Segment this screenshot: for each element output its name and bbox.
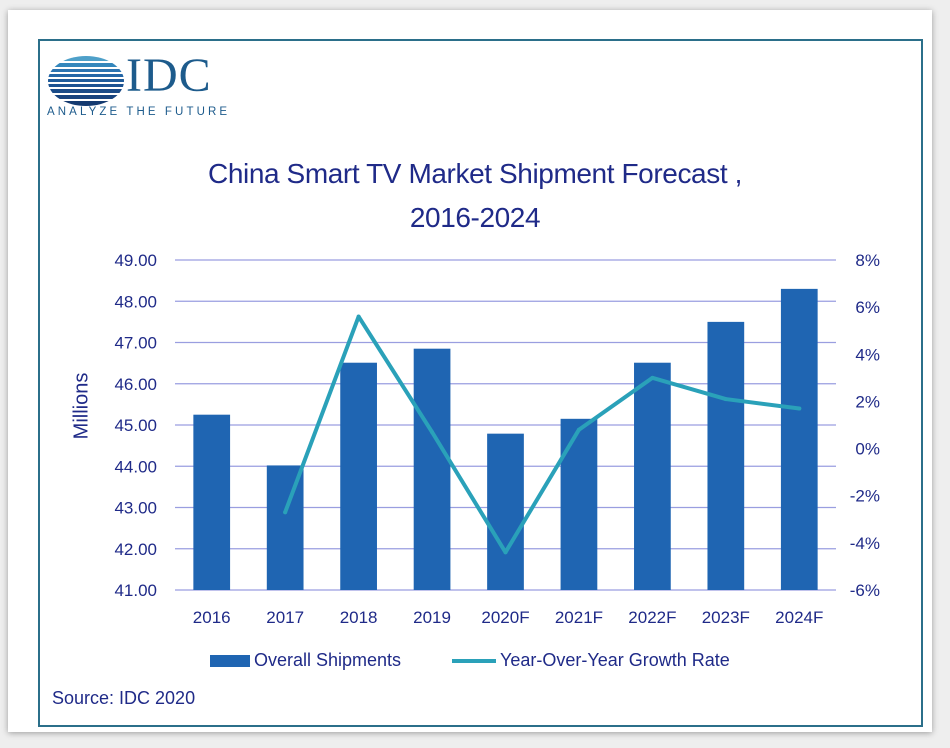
left-tick-label: 44.00: [114, 457, 157, 476]
bar-2018: [340, 362, 377, 590]
growth-point: [650, 375, 655, 380]
idc-globe-logo-icon: [48, 56, 124, 106]
x-tick-label: 2022F: [628, 608, 676, 627]
x-tick-label: 2020F: [481, 608, 529, 627]
legend-label-growth: Year-Over-Year Growth Rate: [500, 650, 730, 670]
left-tick-label: 49.00: [114, 251, 157, 270]
x-tick-label: 2019: [413, 608, 451, 627]
growth-point: [503, 550, 508, 555]
x-tick-label: 2016: [193, 608, 231, 627]
chart-title-line-1: China Smart TV Market Shipment Forecast …: [208, 158, 742, 189]
chart-title-line-2: 2016-2024: [409, 202, 541, 233]
legend-label-shipments: Overall Shipments: [254, 650, 402, 670]
right-tick-label: 6%: [855, 298, 880, 317]
x-tick-label: 2017: [266, 608, 304, 627]
chart-frame: [38, 39, 923, 727]
legend-bar-swatch: [210, 654, 250, 667]
bar-2023f: [707, 321, 745, 590]
growth-rate-line: [283, 314, 802, 555]
bar-2016: [193, 414, 231, 590]
legend-item-shipments: Overall Shipments: [210, 650, 401, 671]
left-tick-label: 43.00: [114, 499, 157, 518]
bar-2024f: [780, 288, 818, 590]
left-tick-label: 47.00: [114, 334, 157, 353]
x-tick-label: 2023F: [702, 608, 750, 627]
legend-item-growth: Year-Over-Year Growth Rate: [452, 650, 730, 671]
x-tick-label: 2018: [340, 608, 378, 627]
bars: [193, 288, 818, 590]
right-tick-label: 8%: [855, 251, 880, 270]
bar-2021f: [560, 418, 598, 590]
legend-line-swatch: [452, 658, 496, 663]
bar-2017: [266, 465, 304, 590]
right-axis-ticks: -6% -4% -2% 0% 2% 4% 6% 8%: [850, 251, 880, 600]
x-tick-label: 2021F: [555, 608, 603, 627]
right-tick-label: 2%: [855, 392, 880, 411]
growth-line: [283, 314, 802, 555]
logo-tagline: ANALYZE THE FUTURE: [47, 106, 231, 118]
bar-2019: [413, 348, 451, 590]
x-tick-label: 2024F: [775, 608, 823, 627]
right-tick-label: 0%: [855, 440, 880, 459]
logo-wordmark: IDC: [126, 49, 212, 102]
growth-point: [797, 406, 802, 411]
left-tick-label: 46.00: [114, 375, 157, 394]
left-axis-ticks: 41.00 42.00 43.00 44.00 45.00 46.00 47.00 48.00…: [114, 251, 157, 600]
left-tick-label: 48.00: [114, 292, 157, 311]
right-tick-label: -2%: [850, 487, 880, 506]
source-note: Source: IDC 2020: [52, 688, 196, 708]
right-tick-label: -6%: [850, 581, 880, 600]
right-tick-label: -4%: [850, 534, 880, 553]
chart-title: China Smart TV Market Shipment Forecast …: [0, 152, 950, 240]
growth-point: [576, 427, 581, 432]
legend: Overall Shipments Year-Over-Year Growth …: [0, 650, 950, 674]
growth-point: [430, 430, 435, 435]
left-tick-label: 41.00: [114, 581, 157, 600]
right-tick-label: 4%: [855, 345, 880, 364]
growth-point: [356, 314, 361, 319]
x-axis-ticks: 2016 2017 2018 2019 2020F 2021F 2022F 2023F 2024…: [193, 608, 824, 627]
growth-point: [283, 510, 288, 515]
left-tick-label: 42.00: [114, 540, 157, 559]
bar-2020f: [487, 433, 524, 590]
chart-card: [8, 10, 932, 732]
bar-2022f: [634, 362, 671, 590]
globe-stripes: [48, 56, 124, 106]
left-tick-label: 45.00: [114, 416, 157, 435]
growth-point: [723, 397, 728, 402]
